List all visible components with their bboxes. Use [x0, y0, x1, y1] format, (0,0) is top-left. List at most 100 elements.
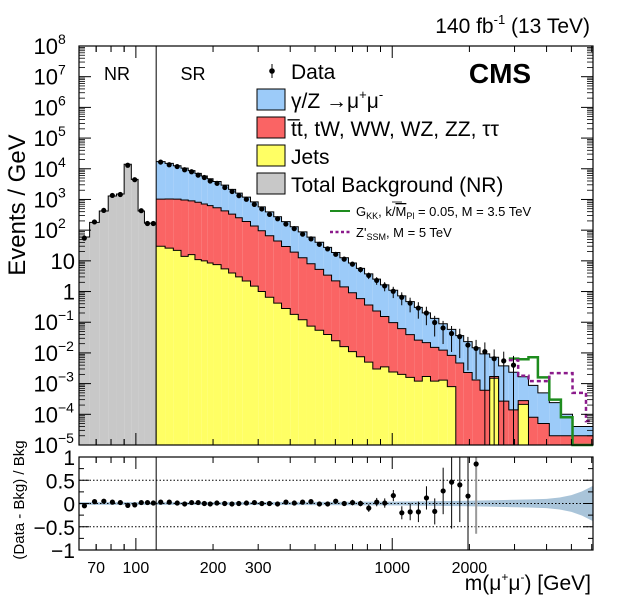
ratio-point — [109, 499, 116, 505]
top-bin — [207, 205, 214, 264]
top-bin — [405, 334, 415, 378]
dy-bin — [201, 176, 208, 205]
ratio-point — [325, 501, 331, 507]
top-bin — [242, 221, 251, 282]
data-point — [465, 342, 471, 348]
ratio-point — [174, 500, 180, 506]
dy-bin — [397, 295, 406, 329]
ratio-point — [399, 510, 405, 516]
data-point — [448, 330, 455, 337]
jets-bin — [356, 356, 365, 445]
x-tick-label: 100 — [123, 560, 150, 577]
ratio-point — [308, 499, 314, 505]
ratio-y-tick-label: 1 — [63, 447, 75, 470]
data-point — [316, 241, 322, 247]
data-point — [182, 167, 188, 173]
ratio-point — [316, 501, 323, 507]
data-point — [308, 236, 314, 242]
jets-bin — [339, 346, 349, 445]
ratio-point — [266, 500, 273, 507]
top-bin — [165, 198, 174, 249]
ratio-point — [357, 500, 364, 507]
y-tick-label: 105 — [34, 123, 66, 151]
ratio-y-tick-label: 0.5 — [46, 470, 75, 493]
ratio-points — [81, 457, 479, 550]
ratio-point — [236, 500, 242, 507]
data-point — [138, 208, 144, 214]
data-point — [229, 188, 235, 195]
dy-bin — [273, 216, 282, 241]
top-bin — [397, 328, 406, 375]
nr-bin — [116, 194, 125, 445]
data-point — [201, 174, 207, 181]
cms-label: CMS — [469, 58, 531, 89]
x-tick-label: 200 — [200, 560, 227, 577]
data-point — [195, 172, 201, 178]
nr-bin — [131, 179, 139, 445]
top-bin — [258, 230, 266, 292]
y-tick-label: 10−2 — [34, 338, 75, 366]
jets-bin — [388, 371, 398, 445]
top-bin — [323, 275, 332, 335]
main-frame — [78, 45, 594, 550]
top-bin — [339, 286, 349, 347]
dy-bin — [207, 178, 214, 206]
data-point — [366, 272, 372, 279]
ratio-y-tick-label: 0 — [63, 494, 75, 517]
ratio-point — [440, 488, 446, 494]
top-bin — [290, 252, 299, 315]
jets-bin — [242, 281, 251, 445]
legend-swatch-top — [256, 116, 286, 139]
dy-bin — [405, 301, 415, 335]
ratio-point — [251, 499, 258, 506]
top-bin — [201, 204, 208, 261]
dy-bin — [258, 206, 266, 231]
data-point — [109, 192, 115, 199]
jets-bin — [306, 326, 316, 445]
data-point — [243, 196, 249, 202]
top-bin — [348, 292, 357, 352]
ratio-point — [222, 500, 228, 507]
legend-entry-gkk: GKK, k/MPl = 0.05, M = 3.5 TeV — [330, 201, 532, 221]
ratio-point — [243, 500, 250, 506]
ratio-point — [407, 509, 413, 515]
data-point — [407, 300, 413, 306]
jets-bin — [188, 254, 195, 445]
jets-bin — [422, 376, 431, 445]
top-bin — [372, 310, 381, 369]
dy-bin — [290, 226, 299, 253]
y-tick-label: 103 — [34, 184, 66, 212]
legend-label-nr: Total Background (NR) — [291, 174, 503, 197]
ratio-point — [291, 500, 297, 506]
data-point — [399, 294, 405, 300]
top-bin — [281, 246, 291, 309]
dy-bin — [242, 197, 251, 222]
jets-bin — [315, 330, 324, 445]
legend-data-marker — [269, 68, 275, 74]
top-bin — [188, 200, 195, 255]
dy-bin — [560, 414, 573, 436]
ratio-point — [132, 502, 138, 508]
legend-entry-top: t̅t, tW, WW, WZ, ZZ, ττ — [256, 116, 500, 141]
dy-bin — [528, 385, 538, 418]
top-bin — [306, 263, 316, 327]
dy-bin — [298, 231, 307, 258]
top-bin — [273, 240, 282, 304]
x-axis-label: m(μ+μ-) [GeV] — [465, 570, 591, 595]
top-bin — [463, 372, 473, 445]
ratio-point — [432, 508, 438, 515]
ratio-point — [195, 499, 201, 506]
top-bin — [528, 417, 538, 445]
legend-entry-data: Data — [269, 61, 336, 84]
data-point — [482, 349, 488, 355]
ratio-point — [333, 498, 339, 504]
data-point — [283, 221, 289, 227]
main-border — [78, 45, 594, 446]
legend-swatch-jets — [256, 144, 286, 167]
ratio-point — [415, 509, 421, 515]
y-tick-label: 10−1 — [34, 307, 75, 335]
jets-bin — [181, 256, 189, 445]
top-bin — [235, 217, 243, 277]
y-tick-label: 1 — [63, 280, 75, 305]
